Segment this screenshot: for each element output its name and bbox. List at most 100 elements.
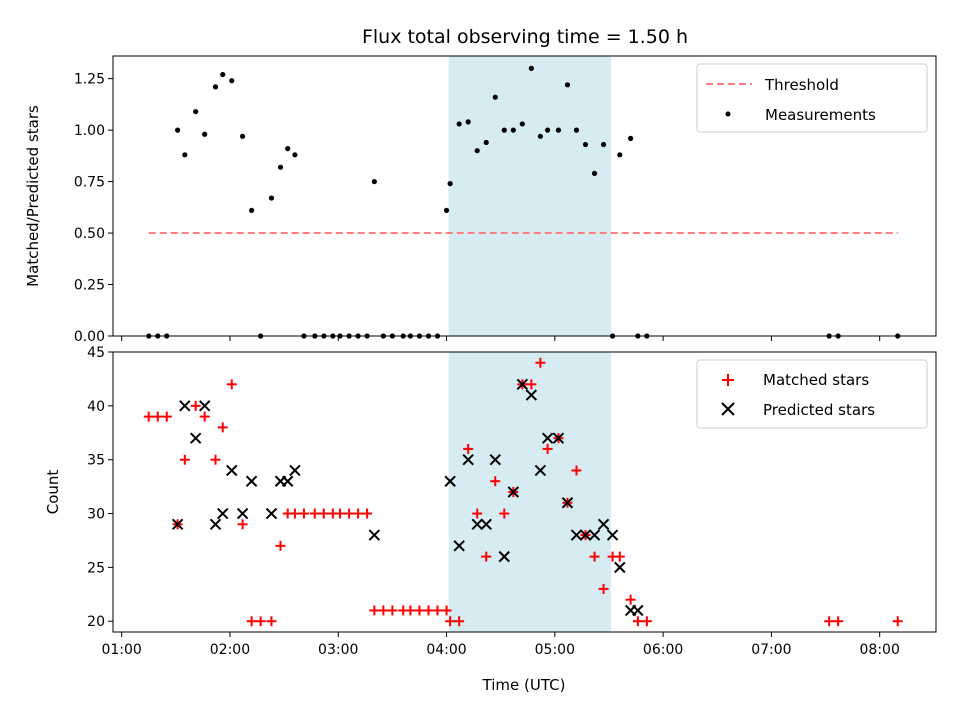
- predicted-star-point: [444, 475, 456, 487]
- matched-star-point: [454, 616, 465, 627]
- predicted-star-point: [579, 529, 592, 541]
- x-tick-label: 08:00: [860, 642, 900, 658]
- matched-star-point: [152, 411, 163, 422]
- predicted-star-point: [189, 432, 202, 444]
- matched-star-point: [199, 411, 210, 422]
- predicted-star-point: [480, 518, 492, 531]
- matched-star-point: [441, 605, 452, 616]
- x-tick-label: 05:00: [535, 642, 575, 658]
- matched-star-point: [589, 551, 600, 562]
- predicted-star-point: [507, 486, 520, 498]
- legend-threshold-label: Threshold: [764, 76, 839, 94]
- matched-star-point: [833, 616, 844, 627]
- x-axis-label: Time (UTC): [482, 676, 566, 694]
- measurement-point: [182, 152, 188, 158]
- x-tick-label: 04:00: [426, 642, 466, 658]
- predicted-star-point: [552, 432, 565, 444]
- measurement-point: [443, 207, 450, 214]
- matched-star-point: [143, 411, 154, 422]
- matched-star-point: [499, 508, 510, 519]
- predicted-star-point: [525, 389, 538, 401]
- measurement-point: [285, 146, 291, 152]
- matched-star-point: [432, 605, 443, 616]
- measurement-point: [528, 65, 534, 71]
- matched-star-point: [237, 519, 248, 530]
- predicted-star-point: [462, 453, 474, 466]
- measurement-point: [474, 148, 480, 154]
- top-panel: 0.00 0.25 0.50 0.75 1.00 1.25 Matched/Predict…: [24, 55, 937, 345]
- matched-star-point: [625, 594, 636, 605]
- y-tick-label: 20: [87, 614, 105, 630]
- predicted-star-point: [236, 507, 249, 520]
- y-tick-label: 0.25: [74, 278, 105, 294]
- top-y-axis-label: Matched/Predicted stars: [24, 105, 42, 287]
- predicted-star-point: [281, 475, 294, 487]
- predicted-star-point: [498, 550, 510, 563]
- y-tick-label: 25: [87, 560, 105, 576]
- predicted-star-point: [245, 475, 258, 487]
- measurement-point: [582, 141, 589, 148]
- x-tick-label: 07:00: [751, 642, 791, 658]
- matched-star-point: [490, 476, 501, 487]
- predicted-star-point: [265, 507, 278, 520]
- x-tick-label: 01:00: [101, 642, 141, 658]
- observing-window-span: [448, 56, 612, 336]
- matched-star-point: [353, 508, 364, 519]
- top-plot-frame: [112, 55, 937, 337]
- matched-star-point: [598, 583, 609, 594]
- matched-star-point: [266, 616, 277, 627]
- legend-predicted-label: Predicted stars: [763, 401, 875, 419]
- predicted-star-point: [368, 529, 381, 541]
- matched-star-point: [892, 616, 903, 627]
- measurement-point: [501, 127, 507, 133]
- measurement-point: [239, 133, 246, 139]
- predicted-star-point: [226, 464, 238, 477]
- measurement-point: [510, 127, 516, 133]
- matched-star-point: [387, 605, 398, 616]
- y-tick-label: 45: [87, 345, 105, 361]
- matched-star-point: [463, 443, 474, 454]
- legend-predicted-swatch: [721, 402, 735, 416]
- measurement-point: [202, 131, 208, 137]
- matched-star-point: [472, 508, 483, 519]
- measurement-point: [591, 170, 598, 176]
- measurement-point: [564, 82, 571, 88]
- y-tick-label: 0.75: [74, 175, 105, 191]
- matched-star-point: [535, 357, 546, 368]
- measurement-point: [617, 152, 623, 158]
- bottom-legend: Matched stars Predicted stars: [696, 359, 928, 429]
- y-tick-label: 1.00: [74, 123, 105, 139]
- y-tick-label: 30: [87, 507, 105, 523]
- predicted-star-point: [588, 529, 601, 541]
- predicted-star-point: [541, 432, 554, 444]
- bottom-panel: 20 25 30 35 40 45 01:00 02:00 03:00 04:00 05:00 06…: [44, 345, 937, 694]
- matched-star-point: [226, 379, 237, 390]
- matched-star-point: [571, 465, 582, 476]
- predicted-star-point: [217, 507, 229, 520]
- measurement-point: [465, 119, 471, 125]
- matched-star-point: [179, 454, 190, 465]
- bottom-y-axis-label: Count: [44, 470, 62, 515]
- predicted-star-point: [489, 453, 501, 466]
- matched-star-point: [161, 411, 172, 422]
- predicted-star-point: [516, 378, 529, 391]
- y-tick-label: 1.25: [74, 72, 105, 88]
- x-tick-label: 02:00: [210, 642, 250, 658]
- matched-star-point: [217, 422, 228, 433]
- legend-measurements-label: Measurements: [765, 106, 876, 124]
- measurement-point: [277, 164, 284, 170]
- measurement-point: [229, 78, 235, 84]
- matched-star-point: [344, 508, 355, 519]
- matched-star-point: [405, 605, 416, 616]
- measurement-point: [175, 127, 181, 133]
- matched-star-point: [289, 508, 300, 519]
- measurement-point: [628, 135, 634, 141]
- top-legend: Threshold Measurements: [696, 63, 928, 133]
- matched-star-point: [298, 508, 309, 519]
- predicted-star-point: [597, 518, 610, 531]
- measurement-point: [545, 127, 551, 133]
- matched-star-point: [210, 454, 221, 465]
- matched-star-point: [275, 540, 286, 551]
- measurement-point: [371, 178, 377, 185]
